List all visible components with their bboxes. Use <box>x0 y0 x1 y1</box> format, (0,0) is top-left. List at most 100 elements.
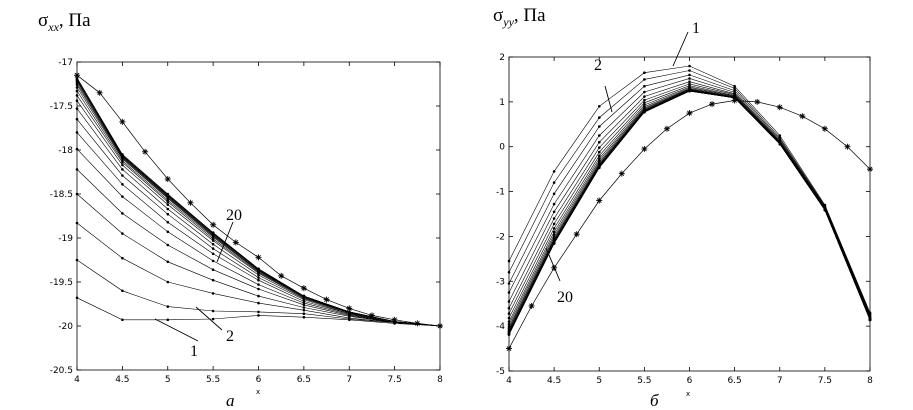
data-point-a-8 <box>75 117 79 121</box>
data-point-b-20 <box>643 110 646 114</box>
data-point-a-6 <box>257 283 260 286</box>
series-line-b-8 <box>508 86 871 319</box>
data-point-b-20 <box>507 333 511 337</box>
data-point-a-20 <box>121 153 124 156</box>
data-point-b-2 <box>733 87 736 90</box>
data-point-a-9 <box>166 207 170 211</box>
data-point-a-7 <box>75 131 79 134</box>
data-point-a-13 <box>75 86 79 89</box>
data-point-b-3 <box>643 84 646 88</box>
reference-star-marker-a <box>255 254 262 261</box>
plot-frame-a <box>76 61 441 371</box>
data-point-a-2 <box>302 312 306 316</box>
x-tick-label-b: 5 <box>596 376 602 386</box>
data-point-a-3 <box>121 256 124 260</box>
data-point-b-1 <box>552 170 556 173</box>
reference-star-marker-a <box>323 296 330 303</box>
data-point-b-5 <box>643 95 646 98</box>
x-tick-label-a: 7.5 <box>387 375 401 385</box>
data-point-b-2 <box>507 271 511 274</box>
annotation-label-2-a: 2 <box>226 328 234 345</box>
y-tick-label-a: -18 <box>58 146 73 156</box>
data-point-a-12 <box>166 198 170 202</box>
data-point-a-11 <box>211 237 215 241</box>
data-point-a-1 <box>257 314 260 317</box>
data-point-b-20 <box>823 208 827 212</box>
reference-star-marker-a <box>368 312 375 319</box>
data-point-a-9 <box>211 242 215 246</box>
data-point-b-20 <box>552 242 556 245</box>
y-tick-label-a: -20 <box>58 322 73 332</box>
series-line-b-5 <box>508 81 871 317</box>
reference-star-marker-a <box>414 320 421 327</box>
data-point-b-4 <box>643 90 646 94</box>
annotation-leader-2-a <box>195 306 223 331</box>
data-point-b-20 <box>598 166 601 170</box>
data-point-a-2 <box>166 305 170 308</box>
x-tick-label-b: 6 <box>687 376 693 386</box>
data-point-b-8 <box>643 103 646 107</box>
annotation-label-1-b: 1 <box>692 20 700 37</box>
data-point-b-1 <box>643 71 646 74</box>
reference-star-marker-b <box>821 125 828 132</box>
data-point-a-20 <box>211 231 215 234</box>
reference-star-marker-a <box>278 272 285 279</box>
data-point-a-9 <box>257 273 260 277</box>
reference-star-marker-a <box>119 118 126 125</box>
x-tick-label-a: 6.5 <box>297 375 311 385</box>
data-point-a-5 <box>75 168 79 171</box>
data-point-a-20 <box>257 267 260 271</box>
data-point-b-10 <box>552 233 556 236</box>
data-point-a-4 <box>257 294 260 298</box>
y-tick-label-b: -3 <box>496 277 505 287</box>
data-point-b-5 <box>688 80 691 83</box>
annotation-leader-2-b <box>604 85 613 113</box>
data-point-a-9 <box>121 168 124 171</box>
data-point-b-3 <box>598 125 601 128</box>
data-point-b-4 <box>552 202 556 206</box>
data-point-a-3 <box>302 308 306 312</box>
y-axis-label-a: σxx, Па <box>38 10 91 34</box>
data-point-a-10 <box>166 203 170 206</box>
annotation-leader-20-b <box>545 247 561 282</box>
data-point-b-6 <box>552 217 556 220</box>
x-tick-label-a: 6 <box>256 375 262 385</box>
x-tick-label-b: 7.5 <box>818 376 832 386</box>
data-point-a-4 <box>75 192 79 196</box>
data-point-b-4 <box>688 77 691 80</box>
series-line-b-7 <box>508 85 871 318</box>
data-point-b-1 <box>778 134 782 137</box>
reference-star-marker-b <box>754 98 761 105</box>
data-point-a-6 <box>166 230 170 234</box>
data-point-a-2 <box>211 309 215 313</box>
data-point-a-7 <box>211 252 215 256</box>
y-tick-label-b: -1 <box>496 188 505 198</box>
data-point-b-8 <box>552 227 556 230</box>
data-point-a-7 <box>257 278 260 282</box>
reference-star-marker-a <box>232 239 239 246</box>
data-point-a-1 <box>121 318 124 322</box>
reference-star-marker-a <box>164 176 171 183</box>
data-point-a-10 <box>121 163 124 167</box>
x-tick-label-b: 6.5 <box>727 376 741 386</box>
data-point-a-7 <box>166 220 170 224</box>
reference-star-marker-a <box>346 305 353 312</box>
x-tick-label-a: 8 <box>437 375 443 385</box>
data-point-b-3 <box>733 89 736 92</box>
data-point-b-6 <box>507 306 511 310</box>
y-tick-label-a: -20.5 <box>50 366 73 376</box>
reference-star-marker-b <box>596 197 603 204</box>
reference-star-marker-b <box>663 125 670 132</box>
reference-star-marker-b <box>867 166 873 173</box>
data-point-a-1 <box>166 318 170 322</box>
reference-star-marker-a <box>142 148 149 155</box>
data-point-a-3 <box>166 280 170 284</box>
y-tick-label-a: -17 <box>58 58 73 68</box>
annotation-leader-1-a <box>154 318 199 342</box>
reference-star-marker-b <box>731 97 738 104</box>
reference-star-marker-b <box>799 113 806 120</box>
x-tick-label-b: 4.5 <box>547 376 561 386</box>
series-line-a-9 <box>76 108 441 327</box>
data-point-b-1 <box>688 64 691 68</box>
